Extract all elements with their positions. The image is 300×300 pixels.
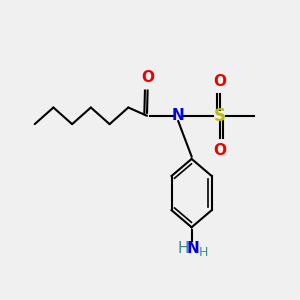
- Text: O: O: [213, 143, 226, 158]
- Text: N: N: [187, 242, 200, 256]
- Text: H: H: [178, 242, 189, 256]
- Text: O: O: [213, 74, 226, 88]
- Text: H: H: [199, 246, 208, 259]
- Text: S: S: [214, 107, 226, 125]
- Text: N: N: [172, 108, 184, 123]
- Text: O: O: [141, 70, 154, 85]
